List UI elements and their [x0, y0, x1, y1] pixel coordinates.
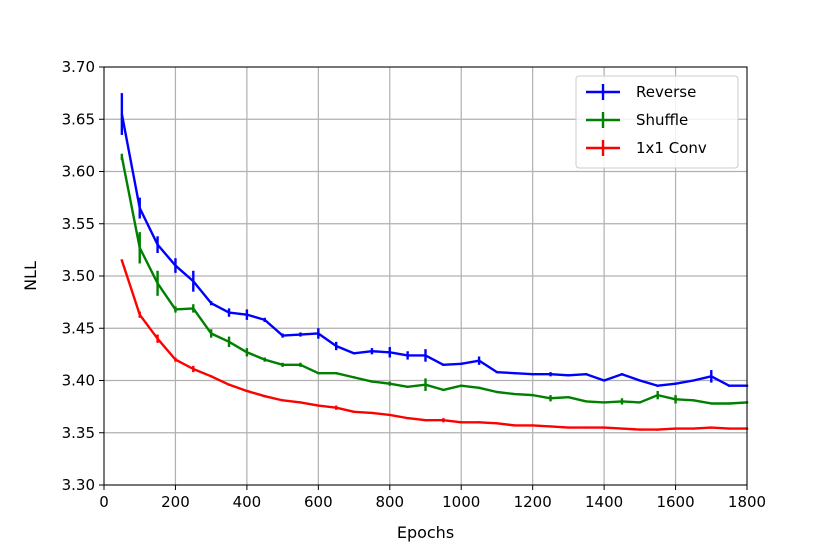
y-tick-label: 3.50	[62, 267, 95, 285]
series-layer	[120, 93, 749, 431]
legend-label: Shuffle	[636, 111, 688, 129]
series-line-1x1-conv	[120, 259, 747, 431]
y-tick-label: 3.65	[62, 110, 95, 128]
series-shuffle	[120, 153, 749, 405]
x-axis: 0 200 400 600 800 1000 1200 1400 1600 1800	[99, 485, 766, 511]
x-tick-label: 600	[304, 493, 333, 511]
y-tick-label: 3.40	[62, 372, 95, 390]
legend-item-1x1-conv: 1x1 Conv	[586, 139, 707, 157]
y-tick-label: 3.45	[62, 319, 95, 337]
legend-item-reverse: Reverse	[586, 83, 696, 101]
x-axis-label: Epochs	[397, 523, 454, 542]
legend-label: Reverse	[636, 83, 696, 101]
legend-label: 1x1 Conv	[636, 139, 707, 157]
y-axis: 3.30 3.35 3.40 3.45 3.50 3.55 3.60 3.65 3.70	[62, 58, 104, 494]
legend-item-shuffle: Shuffle	[586, 111, 688, 129]
x-tick-label: 0	[99, 493, 109, 511]
x-tick-label: 1400	[585, 493, 623, 511]
x-tick-label: 1600	[656, 493, 694, 511]
series-1x1-conv	[120, 259, 749, 431]
x-tick-label: 1200	[514, 493, 552, 511]
series-reverse	[120, 93, 749, 387]
legend-box	[575, 75, 739, 169]
y-tick-label: 3.30	[62, 476, 95, 494]
y-tick-label: 3.55	[62, 215, 95, 233]
x-tick-label: 1000	[442, 493, 480, 511]
x-tick-label: 200	[161, 493, 190, 511]
x-tick-label: 800	[375, 493, 404, 511]
y-tick-label: 3.35	[62, 424, 95, 442]
y-tick-label: 3.60	[62, 163, 95, 181]
x-tick-label: 400	[233, 493, 262, 511]
series-line-reverse	[120, 113, 747, 387]
series-line-shuffle	[120, 156, 748, 405]
legend: Reverse Shuffle 1x1 Conv	[575, 75, 739, 169]
y-tick-label: 3.70	[62, 58, 95, 76]
y-axis-label: NLL	[21, 261, 40, 291]
x-tick-label: 1800	[728, 493, 766, 511]
